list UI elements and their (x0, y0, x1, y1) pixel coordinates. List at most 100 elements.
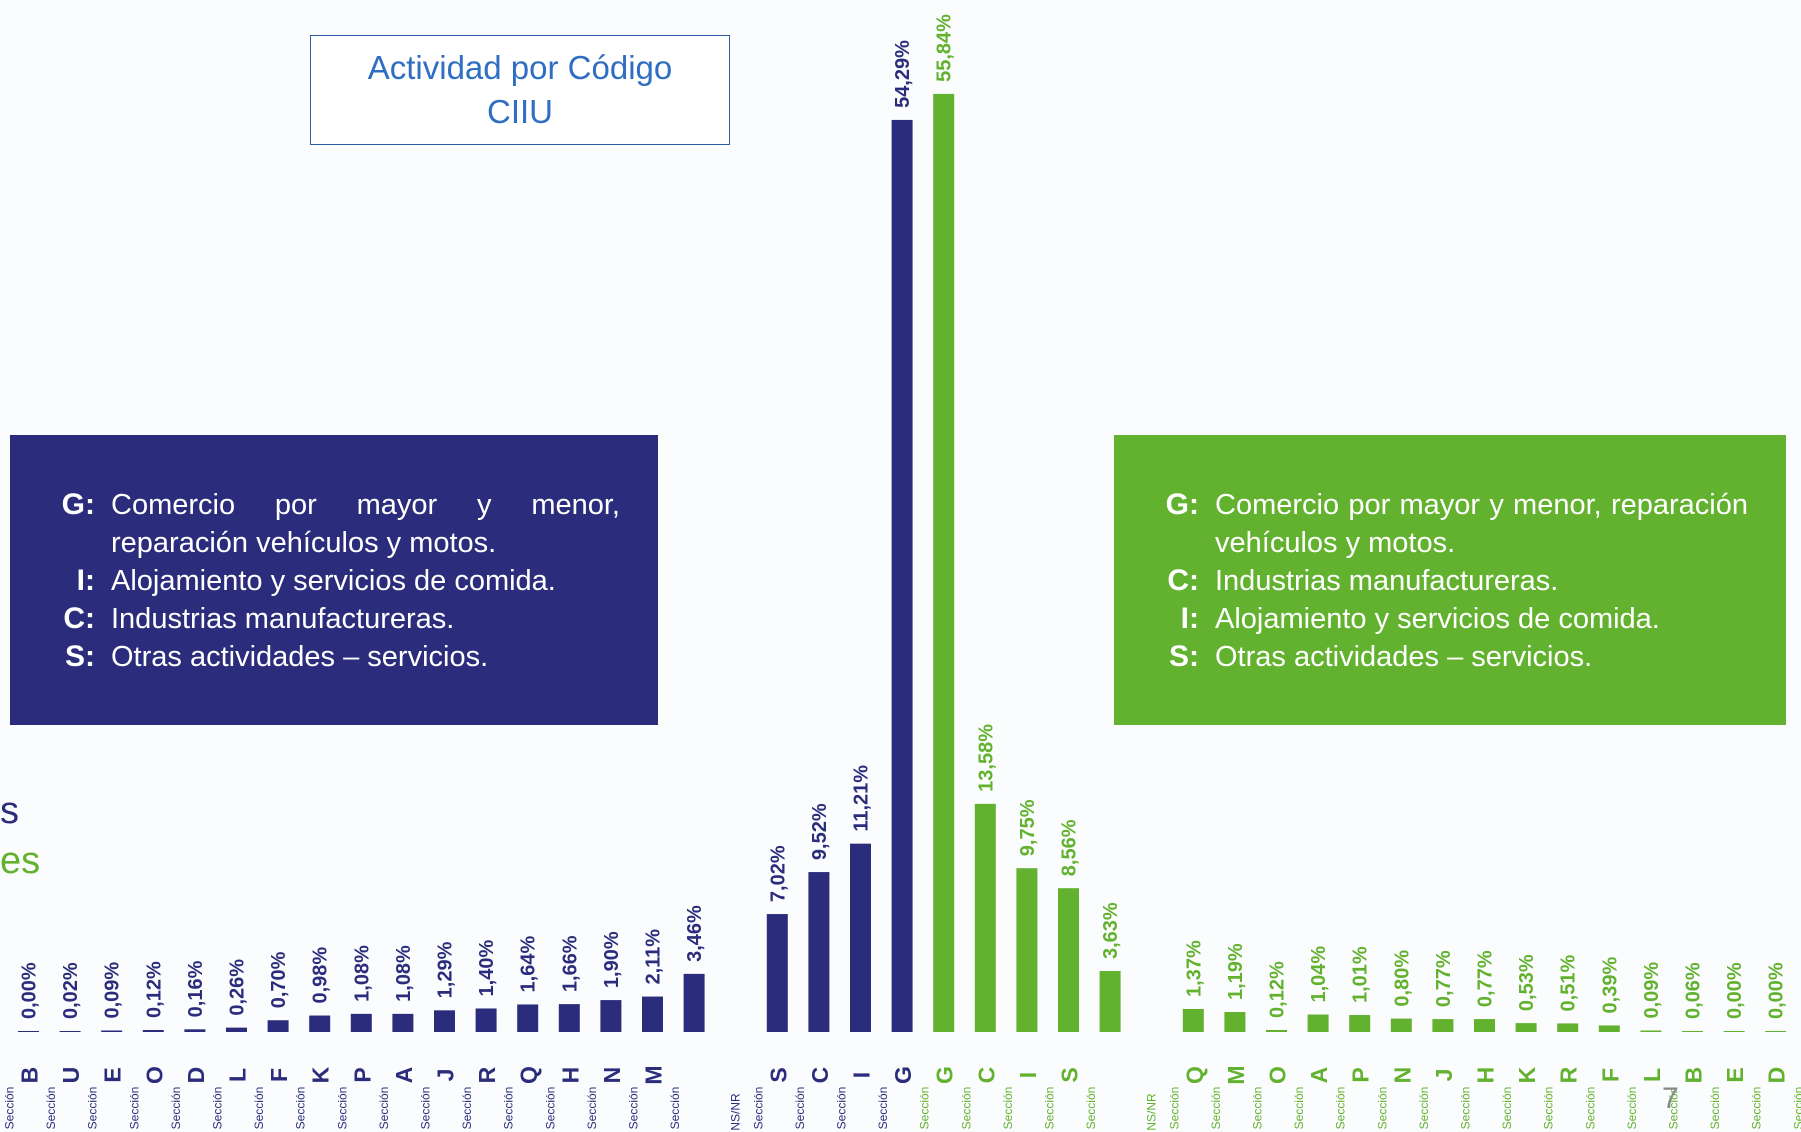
bar (517, 1004, 538, 1032)
legend-text: Industrias manufactureras. (1215, 562, 1748, 600)
category-label: C (973, 1067, 999, 1084)
category-label: D (1764, 1067, 1790, 1084)
bar (392, 1014, 413, 1032)
category-prefix: Sección (1625, 1087, 1639, 1130)
bar (1640, 1030, 1661, 1032)
legend-blue-row-g: G: Comercio por mayor y menor, reparación… (50, 486, 620, 562)
legend-code: S: (50, 638, 111, 676)
category-label: M (1223, 1065, 1249, 1084)
legend-blue-row-i: I: Alojamiento y servicios de comida. (50, 562, 620, 600)
bar (1432, 1019, 1453, 1032)
category-label: O (141, 1066, 167, 1084)
category-prefix: Sección (835, 1087, 849, 1130)
category-label: R (474, 1066, 500, 1083)
data-label: 0,12% (143, 961, 165, 1018)
category-prefix: Sección (918, 1087, 932, 1130)
data-label: 1,64% (518, 936, 540, 993)
data-label: 1,37% (1183, 940, 1205, 997)
bar (1058, 888, 1079, 1032)
bar (1557, 1023, 1578, 1032)
bar (1474, 1019, 1495, 1032)
bar (559, 1004, 580, 1032)
data-label: 1,90% (601, 931, 623, 988)
side-text-fragment-2: es (0, 840, 40, 883)
category-label: K (308, 1066, 334, 1083)
legend-blue: G: Comercio por mayor y menor, reparación… (10, 435, 658, 725)
legend-text: Alojamiento y servicios de comida. (111, 562, 620, 600)
category-label: Q (516, 1066, 542, 1084)
category-prefix: Sección (1251, 1087, 1265, 1130)
category-prefix: Sección (1209, 1087, 1223, 1130)
category-label: S (765, 1067, 791, 1082)
bar (1224, 1012, 1245, 1032)
category-prefix: Sección (419, 1087, 433, 1130)
legend-code: S: (1154, 638, 1215, 676)
category-label: NS/NR (729, 1093, 743, 1131)
category-label: A (1306, 1067, 1332, 1084)
legend-blue-row-s: S: Otras actividades – servicios. (50, 638, 620, 676)
category-label: K (1514, 1066, 1540, 1083)
category-prefix: Sección (1292, 1087, 1306, 1130)
category-prefix: Sección (1708, 1087, 1722, 1130)
data-label: 0,12% (1267, 961, 1289, 1018)
category-prefix: Sección (959, 1087, 973, 1130)
legend-text: Alojamiento y servicios de comida. (1215, 600, 1748, 638)
legend-text: Industrias manufactureras. (111, 600, 620, 638)
category-prefix: Sección (127, 1087, 141, 1130)
data-label: 9,75% (1017, 799, 1039, 856)
data-label: 0,80% (1391, 950, 1413, 1007)
category-prefix: Sección (1167, 1087, 1181, 1130)
data-label: 0,51% (1558, 955, 1580, 1012)
category-label: I (849, 1072, 875, 1078)
data-label: 1,08% (393, 945, 415, 1002)
bar (684, 974, 705, 1032)
bar (101, 1030, 122, 1032)
category-label: J (1431, 1069, 1457, 1082)
side-text-fragment-1: s (0, 790, 19, 833)
data-label: 0,53% (1516, 954, 1538, 1011)
bar (60, 1031, 81, 1032)
category-prefix: Sección (1542, 1087, 1556, 1130)
data-label: 55,84% (934, 14, 956, 82)
category-label: F (1597, 1068, 1623, 1082)
category-prefix: Sección (1084, 1087, 1098, 1130)
category-prefix: Sección (627, 1087, 641, 1130)
legend-text: Comercio por mayor y menor, reparación v… (111, 486, 620, 562)
legend-text: Otras actividades – servicios. (111, 638, 620, 676)
category-label: R (1556, 1066, 1582, 1083)
data-label: 0,26% (227, 959, 249, 1016)
category-label: I (1015, 1072, 1041, 1078)
legend-code: G: (50, 486, 111, 562)
category-prefix: Sección (377, 1087, 391, 1130)
bar (933, 94, 954, 1032)
data-label: 0,02% (60, 962, 82, 1019)
category-label: N (1389, 1067, 1415, 1084)
category-prefix: Sección (86, 1087, 100, 1130)
category-label: C (807, 1067, 833, 1084)
legend-green-row-s: S: Otras actividades – servicios. (1154, 638, 1748, 676)
data-label: 1,29% (435, 941, 457, 998)
data-label: 0,06% (1683, 962, 1705, 1019)
data-label: 1,66% (559, 935, 581, 992)
category-prefix: Sección (1459, 1087, 1473, 1130)
data-label: 0,09% (1641, 962, 1663, 1019)
legend-code: I: (50, 562, 111, 600)
category-label: P (349, 1067, 375, 1082)
legend-green-row-i: I: Alojamiento y servicios de comida. (1154, 600, 1748, 638)
bar (892, 120, 913, 1032)
category-prefix: Sección (1001, 1087, 1015, 1130)
bar (268, 1020, 289, 1032)
category-prefix: Sección (3, 1087, 17, 1130)
bar (1682, 1031, 1703, 1032)
chart-title: Actividad por Código CIIU (341, 46, 699, 134)
category-prefix: Sección (502, 1087, 516, 1130)
bar (434, 1010, 455, 1032)
category-prefix: Sección (543, 1087, 557, 1130)
data-label: 0,00% (1766, 962, 1788, 1019)
category-label: A (391, 1067, 417, 1084)
data-label: 9,52% (809, 803, 831, 860)
data-label: 0,77% (1433, 950, 1455, 1007)
bar (1100, 971, 1121, 1032)
legend-code: I: (1154, 600, 1215, 638)
legend-blue-row-c: C: Industrias manufactureras. (50, 600, 620, 638)
